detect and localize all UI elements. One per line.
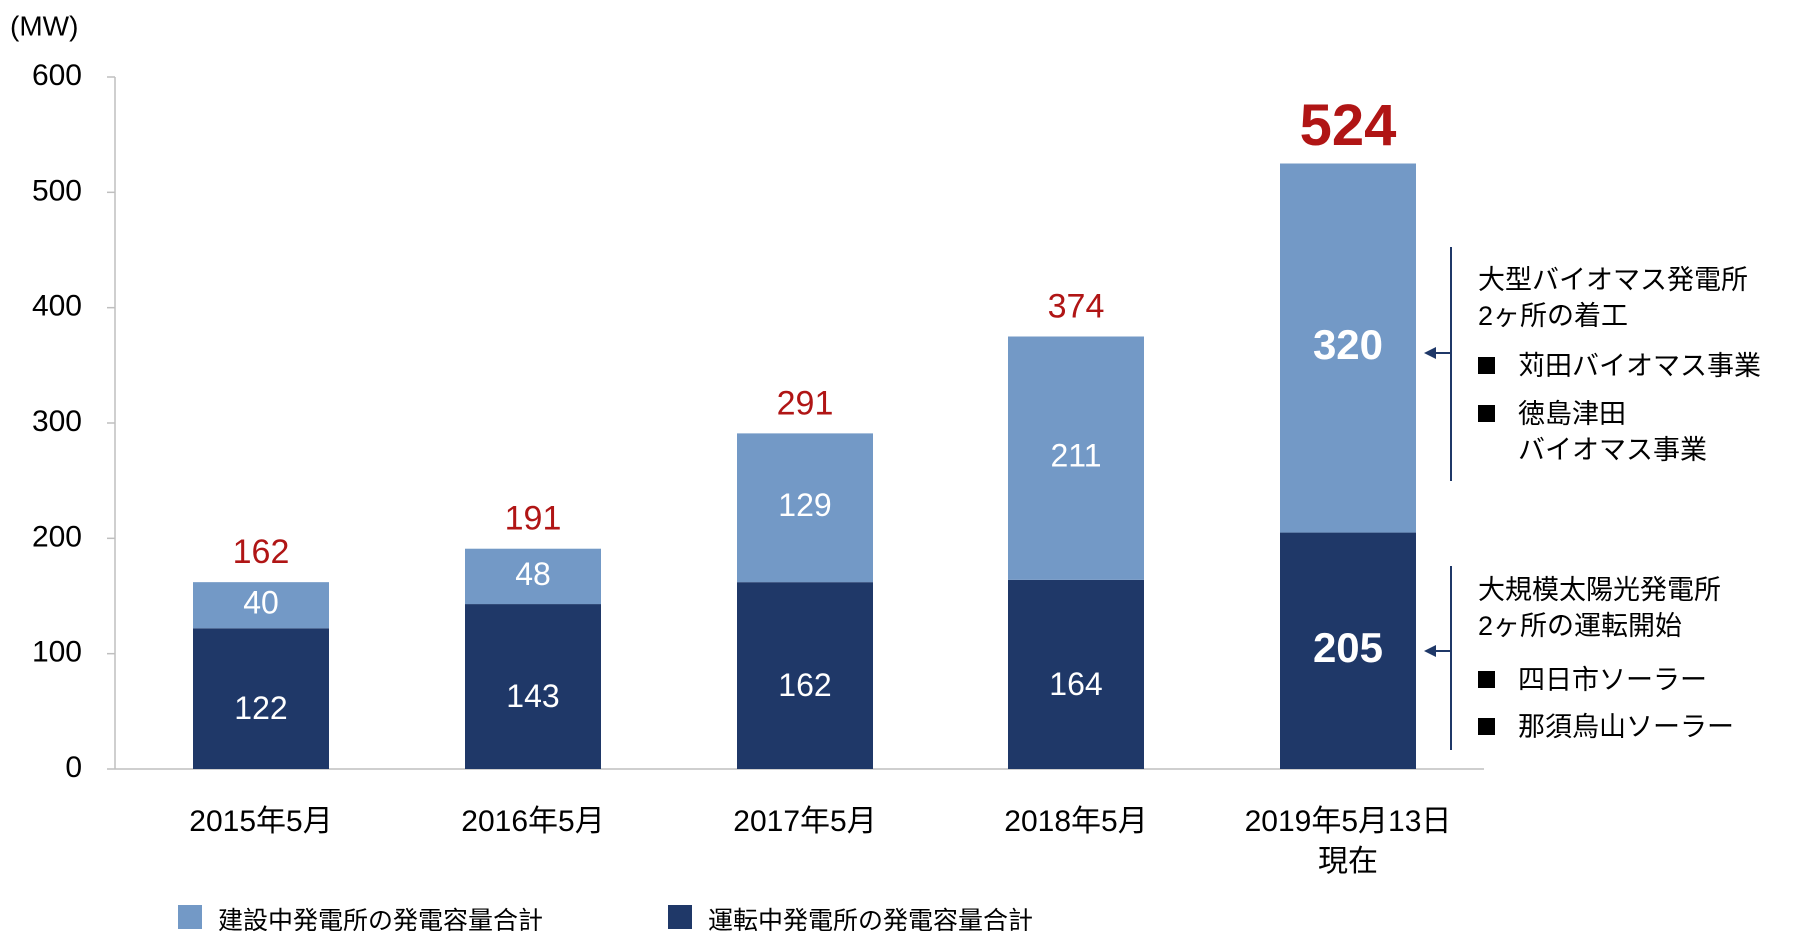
data-label: 205 <box>1313 624 1383 671</box>
bar-segment <box>737 433 873 583</box>
y-tick-label: 300 <box>32 405 82 438</box>
bar-segment <box>737 582 873 769</box>
x-tick-label: 2016年5月 <box>461 805 605 838</box>
bar-segment <box>1008 579 1144 769</box>
x-tick-label: 2018年5月 <box>1004 805 1148 838</box>
y-tick-label: 400 <box>32 290 82 323</box>
x-tick-label: 2015年5月 <box>189 805 333 838</box>
y-axis-label: (MW) <box>10 10 78 41</box>
data-label: 211 <box>1050 438 1101 474</box>
annotation-title: 大規模太陽光発電所 2ヶ所の運転開始 <box>1478 575 1721 641</box>
bullet <box>1478 357 1495 374</box>
data-label: 162 <box>778 667 831 703</box>
bar-segment <box>465 548 601 605</box>
data-label: 143 <box>506 678 559 714</box>
y-tick-label: 500 <box>32 174 82 207</box>
bullet <box>1478 671 1495 688</box>
y-tick-label: 200 <box>32 520 82 553</box>
legend-swatch <box>668 905 692 929</box>
annotation-item: 徳島津田 バイオマス事業 <box>1518 399 1707 465</box>
legend-swatch <box>178 905 202 929</box>
data-label: 320 <box>1313 321 1383 368</box>
data-label: 48 <box>515 556 551 592</box>
x-tick-label: 2017年5月 <box>733 805 877 838</box>
bar-segment <box>465 604 601 769</box>
y-tick-label: 0 <box>65 751 82 784</box>
x-tick-label: 2019年5月13日 現在 <box>1244 805 1452 878</box>
annotation-item: 四日市ソーラー <box>1518 665 1707 695</box>
y-tick-label: 600 <box>32 59 82 92</box>
bar-segment <box>1280 532 1416 769</box>
bullet <box>1478 405 1495 422</box>
total-label: 524 <box>1300 93 1397 158</box>
legend-label: 運転中発電所の発電容量合計 <box>708 907 1034 931</box>
bullet <box>1478 718 1495 735</box>
total-label: 374 <box>1048 287 1105 325</box>
arrow-head <box>1424 347 1436 359</box>
data-label: 164 <box>1049 666 1102 702</box>
arrow-head <box>1424 645 1436 657</box>
data-label: 40 <box>243 585 279 621</box>
data-label: 122 <box>234 690 287 726</box>
annotation-item: 那須烏山ソーラー <box>1518 712 1734 742</box>
data-label: 129 <box>778 487 831 523</box>
annotation-item: 苅田バイオマス事業 <box>1518 351 1761 381</box>
total-label: 162 <box>233 533 290 571</box>
bar-segment <box>1008 336 1144 580</box>
y-tick-label: 100 <box>32 636 82 669</box>
total-label: 291 <box>777 384 834 422</box>
legend-label: 建設中発電所の発電容量合計 <box>218 907 544 931</box>
bar-segment <box>193 628 329 769</box>
total-label: 191 <box>505 500 562 538</box>
bar-segment <box>1280 163 1416 533</box>
bar-segment <box>193 582 329 629</box>
annotation-title: 大型バイオマス発電所 2ヶ所の着工 <box>1478 265 1748 331</box>
